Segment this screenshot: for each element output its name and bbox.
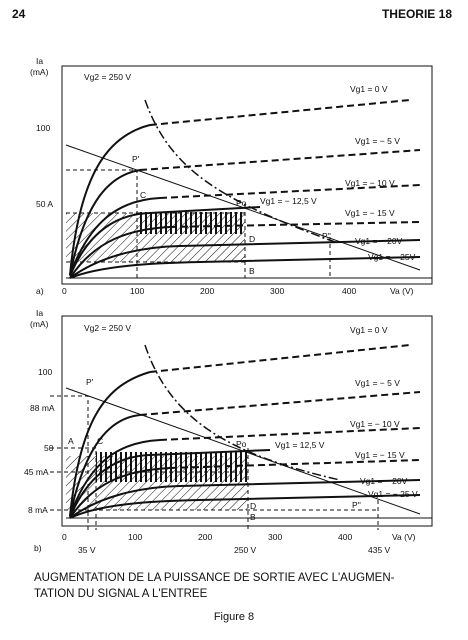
curve [169,221,421,228]
curve-label: Vg1 = − 15 V [355,450,405,460]
curve [69,239,421,279]
x-tick: 200 [198,532,212,542]
curve [69,226,171,279]
x-tick: 200 [200,286,214,296]
curve-label: Vg1 = 12,5 V [275,440,325,450]
x-tick: 300 [270,286,284,296]
caption-line: AUGMENTATION DE LA PUISSANCE DE SORTIE A… [34,572,395,584]
curve-label: Vg1 = − 5 V [355,136,400,146]
panel-label: a) [36,286,44,296]
point-label: B [250,512,256,522]
page-number: 24 [12,7,26,21]
curve-label: Vg1 = − 12,5 V [260,196,317,206]
curve-label: Vg1 = 0 V [350,84,388,94]
load-line [65,387,421,515]
y-label: (mA) [30,319,49,329]
curve-label: Vg1 = − 5 V [355,378,400,388]
y-tick: 100 [38,367,52,377]
point-label: D [250,501,256,511]
curve [69,371,151,517]
curve [69,197,161,276]
curve [69,169,141,276]
point-label: A [68,436,74,446]
curve [139,391,421,416]
curve-label: Vg1 = − 10 V [345,178,395,188]
y-tick: 100 [36,123,50,133]
curve-label: Vg1 = − 25 V [368,489,418,499]
power-hyperbola [144,99,336,243]
caption-line: TATION DU SIGNAL A L'ENTREE [34,588,208,600]
y-tick: 45 mA [24,467,49,477]
hatched-area [137,212,245,234]
x-tick: 0 [62,286,67,296]
panel-label: b) [34,543,42,553]
curve [159,427,421,441]
curve [149,99,411,126]
x-mark: 250 V [234,545,257,555]
figure-a: Ia (mA) 100 50 A 0 100 200 300 400 Va (V… [30,56,433,296]
section-title: THEORIE 18 [382,7,452,21]
point-label: Po [236,439,247,449]
vg2-label: Vg2 = 250 V [84,323,131,333]
x-label: Va (V) [392,532,416,542]
y-tick: 50 A [36,199,53,209]
load-line [65,144,421,271]
power-hyperbola [144,344,341,481]
curve-label: Vg1 = − 20V [360,476,408,486]
curve [69,439,161,517]
x-tick: 100 [130,286,144,296]
y-tick: 50 [44,443,54,453]
frame [61,315,433,527]
curve [69,467,171,519]
curve [149,344,411,373]
point-label: P'' [322,231,331,241]
curve [69,256,421,279]
frame [61,65,433,285]
point-label: D [249,234,255,244]
curve [139,149,421,171]
curve-label: Vg1 = − 10 V [350,419,400,429]
point-label: B [249,266,255,276]
y-label: Ia [36,56,43,66]
figure-b: Ia (mA) 100 88 mA 50 45 mA 8 mA 0 100 20… [24,308,433,555]
x-tick: 400 [338,532,352,542]
point-label: P'' [352,500,361,510]
curve [69,479,421,519]
x-label: Va (V) [390,286,414,296]
y-label: (mA) [30,67,49,77]
x-tick: 300 [268,532,282,542]
point-label: C [140,190,146,200]
x-mark: 35 V [78,545,96,555]
curve-label: Vg1 = 0 V [350,325,388,335]
curve [169,459,421,469]
curve-label: Vg1 = − 20V [355,236,403,246]
point-label: C [97,436,103,446]
x-tick: 400 [342,286,356,296]
y-label: Ia [36,308,43,318]
curve-label: Vg1 = − 15 V [345,208,395,218]
figure-label: Figure 8 [214,611,254,623]
x-tick: 100 [128,532,142,542]
x-tick: 0 [62,532,67,542]
point-label: Po [236,198,247,208]
y-tick: 8 mA [28,505,48,515]
curve [69,449,271,518]
curve-label: Vg1 = − 25V [368,252,416,262]
point-label: P' [86,377,94,387]
y-tick: 88 mA [30,403,55,413]
curve [69,124,151,276]
vg2-label: Vg2 = 250 V [84,72,131,82]
curve [69,414,141,517]
point-label: P' [132,154,140,164]
x-mark: 435 V [368,545,391,555]
curve [69,494,421,519]
curve [69,206,261,277]
